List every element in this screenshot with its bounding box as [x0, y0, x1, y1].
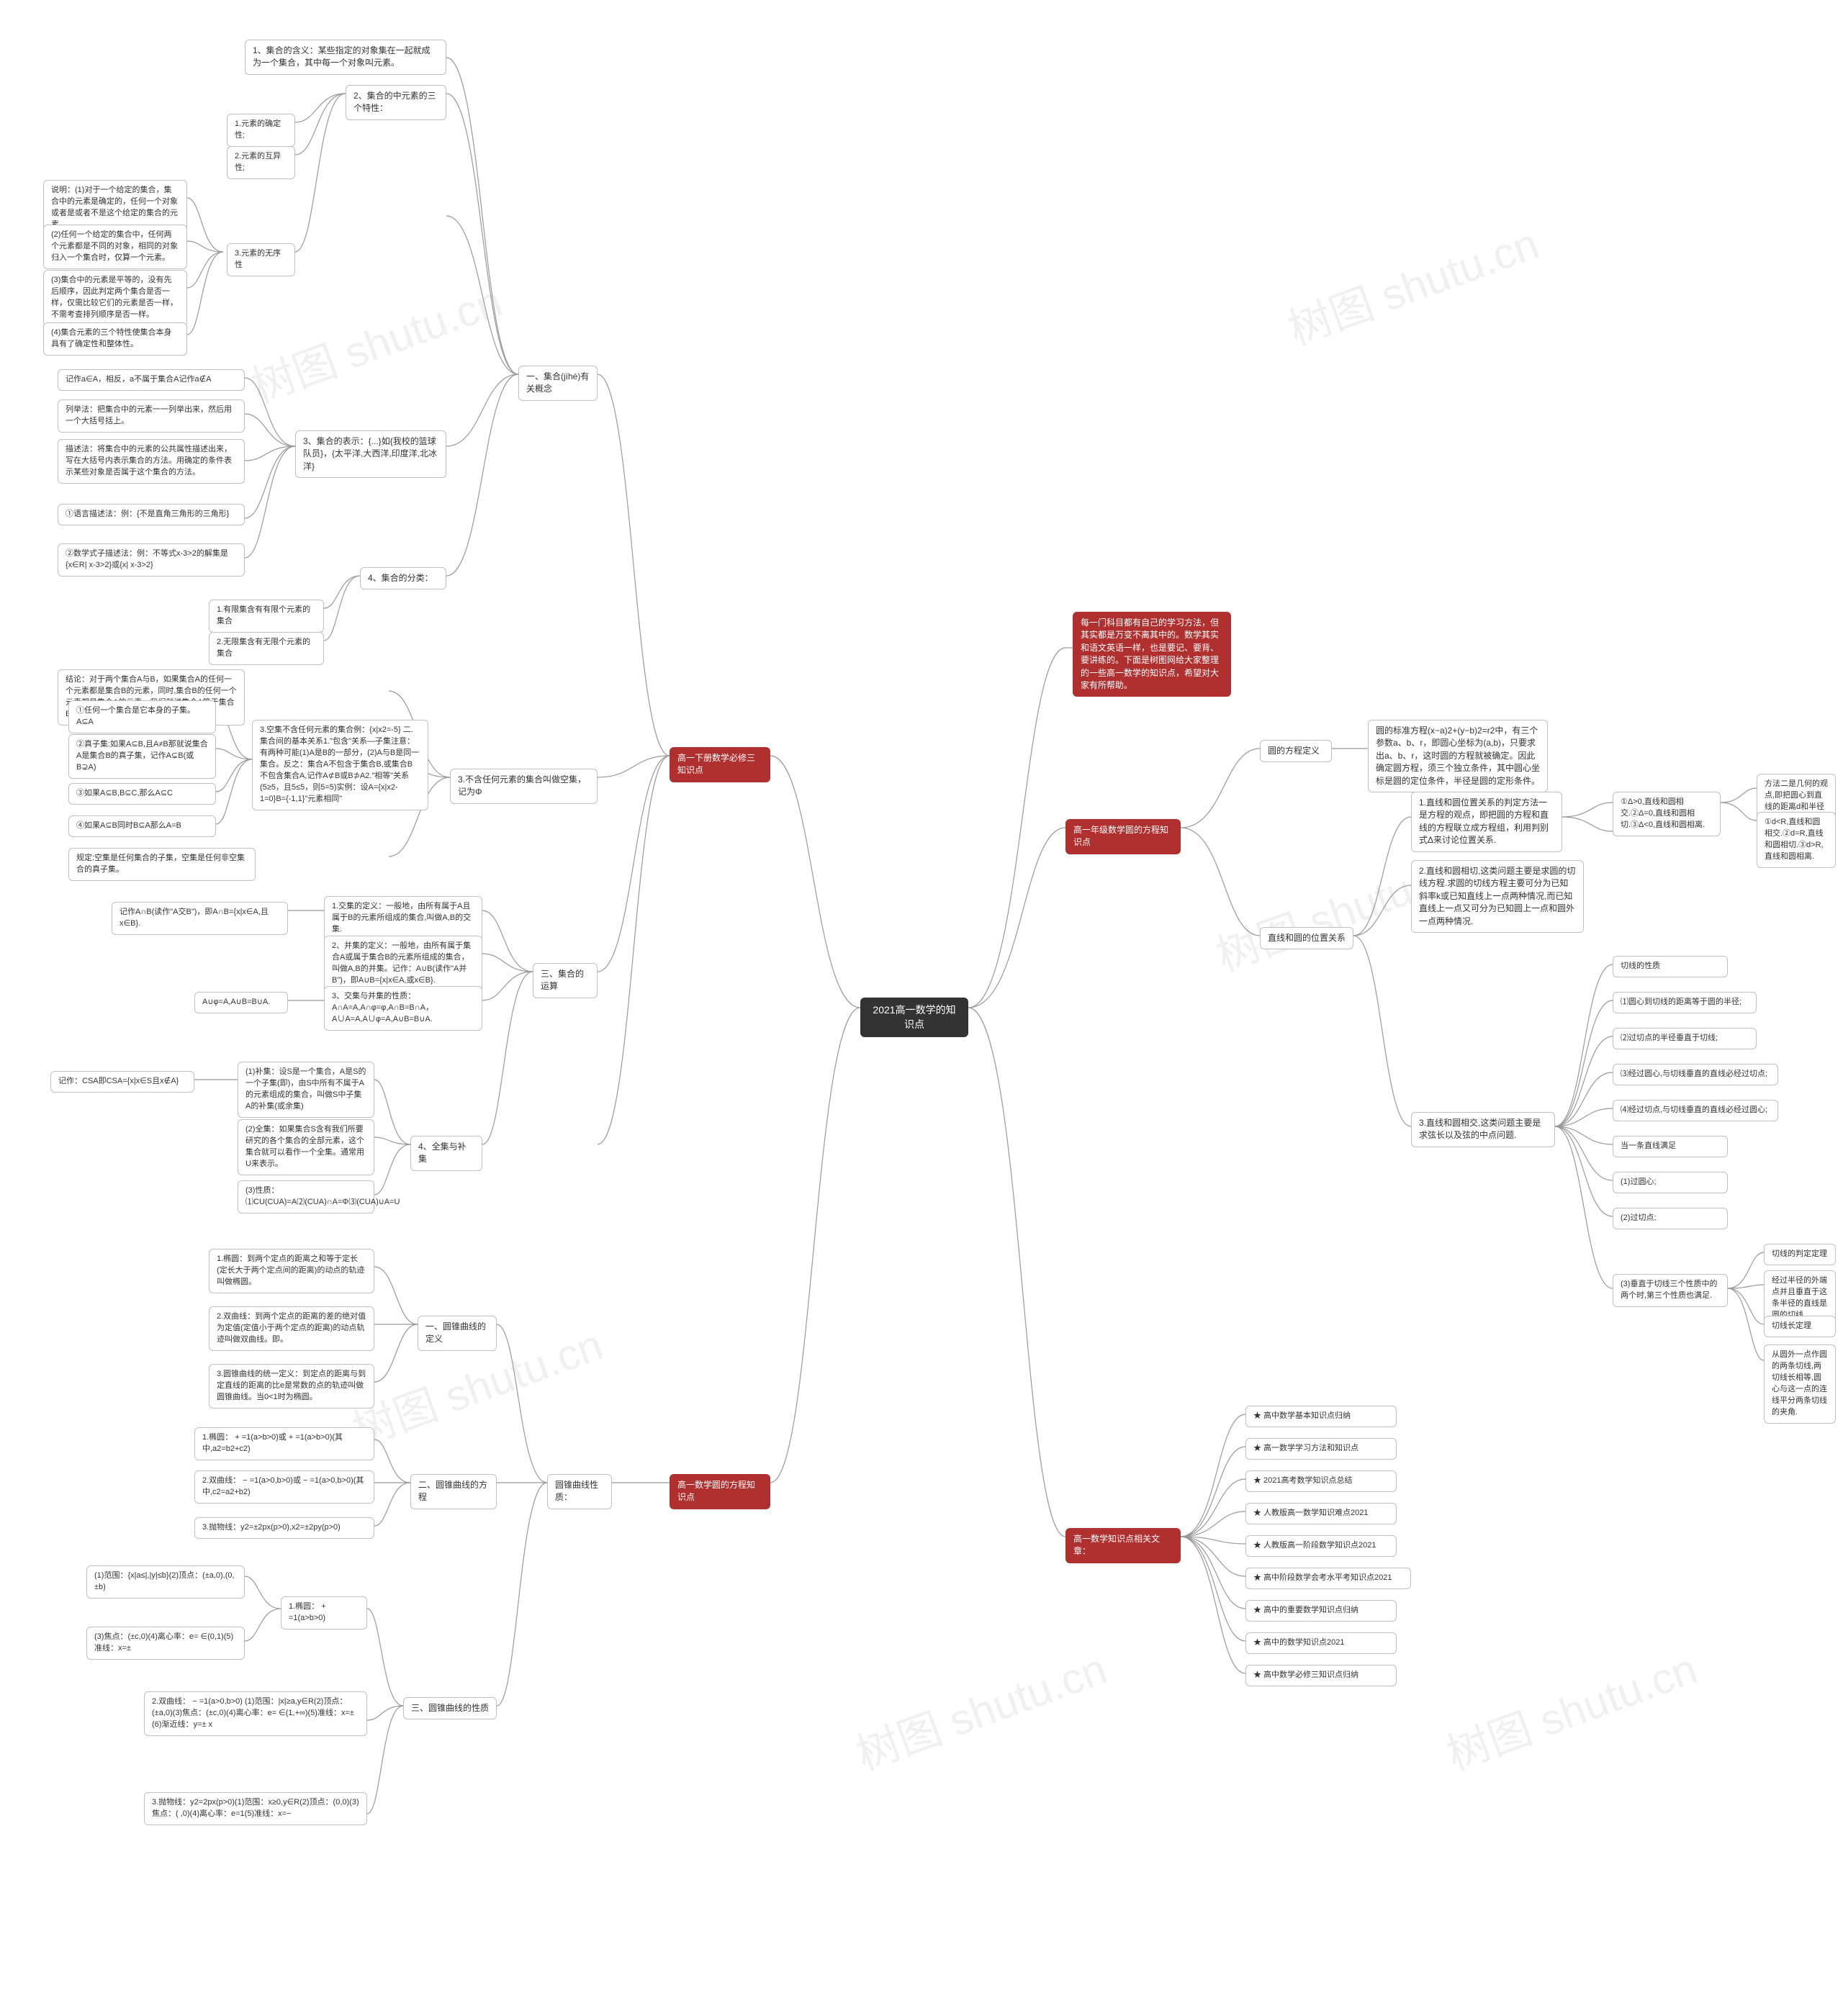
- circle-def-title: 圆的方程定义: [1260, 740, 1332, 762]
- curve-c2: 2.双曲线： − =1(a>0,b>0) (1)范围：|x|≥a,y∈R(2)顶…: [144, 1691, 367, 1736]
- related-1: ★ 高中数学基本知识点归纳: [1245, 1406, 1397, 1427]
- set-a4b: 2.无限集含有无限个元素的集合: [209, 632, 324, 665]
- set-a2a: 1.元素的确定性;: [227, 114, 295, 147]
- rel-item-1c: ①d<R,直线和圆相交.②d=R,直线和圆相切.③d>R,直线和圆相离.: [1757, 812, 1836, 868]
- related-4: ★ 人教版高一数学知识难点2021: [1245, 1503, 1397, 1524]
- curve-L2-b: 二、圆锥曲线的方程: [410, 1474, 497, 1509]
- curve-c1c: (3)焦点：(±c,0)(4)离心率：e= ∈(0,1)(5)准线：x=±: [86, 1627, 245, 1660]
- section-set: 高一下册数学必修三知识点: [670, 747, 770, 782]
- set-c3: 3、交集与并集的性质：A∩A=A,A∩φ=φ,A∩B=B∩A，A∪A=A,A∪φ…: [324, 986, 482, 1031]
- set-a1: 1、集合的含义：某些指定的对象集在一起就成为一个集合，其中每一个对象叫元素。: [245, 40, 446, 75]
- curve-b2: 2.双曲线： − =1(a>0,b>0)或 − =1(a>0,b>0)(其中,c…: [194, 1470, 374, 1504]
- set-L2-c: 三、集合的运算: [533, 963, 598, 998]
- curve-a2: 2.双曲线：到两个定点的距离的差的绝对值为定值(定值小于两个定点的距离)的动点轨…: [209, 1306, 374, 1351]
- rel3-e: ⑷经过切点,与切线垂直的直线必经过圆心;: [1613, 1100, 1778, 1121]
- rel-item-2: 2.直线和圆相切,这类问题主要是求圆的切线方程.求圆的切线方程主要可分为已知斜率…: [1411, 860, 1584, 933]
- section-curve: 高一数学圆的方程知识点: [670, 1474, 770, 1509]
- related-8: ★ 高中的数学知识点2021: [1245, 1632, 1397, 1654]
- related-5: ★ 人教版高一阶段数学知识点2021: [1245, 1535, 1397, 1557]
- set-a2c4: (4)集合元素的三个特性使集合本身具有了确定性和整体性。: [43, 322, 187, 356]
- curve-c1b: 1.椭圆： + =1(a>b>0): [281, 1596, 367, 1629]
- curve-a3: 3.圆锥曲线的统一定义：到定点的距离与到定直线的距离的比e是常数的点的轨迹叫做圆…: [209, 1364, 374, 1409]
- watermark: 树图 shutu.cn: [1437, 1634, 1704, 1782]
- curve-L2-c: 三、圆锥曲线的性质: [403, 1697, 497, 1719]
- set-c3-note: A∪φ=A,A∪B=B∪A.: [194, 992, 288, 1013]
- circle-rel-title: 直线和圆的位置关系: [1260, 927, 1353, 949]
- rel3-d: ⑶经过圆心,与切线垂直的直线必经过切点;: [1613, 1064, 1778, 1085]
- rel3-f: 当一条直线满足: [1613, 1136, 1728, 1157]
- set-c4-title: 4、全集与补集: [410, 1136, 482, 1171]
- set-c4a: (1)补集：设S是一个集合，A是S的一个子集(即)，由S中所有不属于A的元素组成…: [238, 1062, 374, 1118]
- circle-def-body: 圆的标准方程(x−a)2+(y−b)2=r2中，有三个参数a、b、r，即圆心坐标…: [1368, 720, 1548, 792]
- intro-node: 每一门科目都有自己的学习方法，但其实都是万变不离其中的。数学其实和语文英语一样，…: [1073, 612, 1231, 697]
- curve-c3: 3.抛物线：y2=2px(p>0)(1)范围：x≥0,y∈R(2)顶点：(0,0…: [144, 1792, 367, 1825]
- set-a3e: ②数学式子描述法：例：不等式x-3>2的解集是{x∈R| x-3>2}或{x| …: [58, 543, 245, 577]
- curve-L2-a: 一、圆锥曲线的定义: [418, 1316, 497, 1351]
- related-2: ★ 高一数学学习方法和知识点: [1245, 1438, 1397, 1460]
- curve-b1: 1.椭圆： + =1(a>b>0)或 + =1(a>b>0)(其中,a2=b2+…: [194, 1427, 374, 1460]
- set-b2c: ③如果A⊆B,B⊆C,那么A⊆C: [68, 783, 216, 805]
- set-a3d: ①语言描述法：例：{不是直角三角形的三角形}: [58, 504, 245, 525]
- set-c1-note: 记作A∩B(读作"A交B")，即A∩B={x|x∈A,且x∈B}.: [112, 902, 288, 935]
- set-a2b: 2.元素的互异性;: [227, 146, 295, 179]
- set-c4b: (2)全集：如果集合S含有我们所要研究的各个集合的全部元素，这个集合就可以看作一…: [238, 1119, 374, 1175]
- rel3-i-title: (3)垂直于切线三个性质中的两个时,第三个性质也满足.: [1613, 1274, 1728, 1307]
- set-L2-a: 一、集合(jíhé)有关概念: [518, 366, 598, 401]
- set-b2b: ②真子集:如果A⊆B,且A≠B那就说集合A是集合B的真子集，记作A⊊B(或B⊋A…: [68, 734, 216, 779]
- related-9: ★ 高中数学必修三知识点归纳: [1245, 1665, 1397, 1686]
- curve-props-title: 圆锥曲线性质：: [547, 1474, 612, 1509]
- rel3-c: ⑵过切点的半径垂直于切线;: [1613, 1028, 1757, 1049]
- set-a3b: 列举法：把集合中的元素一一列举出来，然后用一个大括号括上。: [58, 399, 245, 433]
- set-b3: 规定:空集是任何集合的子集，空集是任何非空集合的真子集。: [68, 848, 256, 881]
- set-L2-b: 3.不含任何元素的集合叫做空集，记为Φ: [450, 769, 598, 804]
- rel-item-1a: ①Δ>0,直线和圆相交.②Δ=0,直线和圆相切.③Δ<0,直线和圆相离.: [1613, 792, 1721, 836]
- curve-a1: 1.椭圆：到两个定点的距离之和等于定长(定长大于两个定点间的距离)的动点的轨迹叫…: [209, 1249, 374, 1293]
- related-6: ★ 高中阶段数学会考水平考知识点2021: [1245, 1568, 1411, 1589]
- rel3-b: ⑴圆心到切线的距离等于圆的半径;: [1613, 992, 1757, 1013]
- rel-item-3: 3.直线和圆相交,这类问题主要是求弦长以及弦的中点问题.: [1411, 1112, 1555, 1147]
- rel3-h: (2)过切点;: [1613, 1208, 1728, 1229]
- set-c4c: (3)性质：⑴CU(CUA)=A⑵(CUA)∩A=Φ⑶(CUA)∪A=U: [238, 1180, 374, 1213]
- set-c1: 1.交集的定义：一般地，由所有属于A且属于B的元素所组成的集合,叫做A,B的交集…: [324, 896, 482, 941]
- set-a2: 2、集合的中元素的三个特性：: [346, 85, 446, 120]
- root-node: 2021高一数学的知识点: [860, 998, 968, 1037]
- set-a3c: 描述法：将集合中的元素的公共属性描述出来，写在大括号内表示集合的方法。用确定的条…: [58, 439, 245, 484]
- watermark: 树图 shutu.cn: [1279, 209, 1546, 357]
- rel3-i4: 从圆外一点作圆的两条切线,两切线长相等,圆心与这一点的连线平分两条切线的夹角.: [1764, 1344, 1836, 1424]
- related-7: ★ 高中的重要数学知识点归纳: [1245, 1600, 1397, 1622]
- set-a3a: 记作a∈A，相反，a不属于集合A记作a∉A: [58, 369, 245, 391]
- curve-b3: 3.抛物线：y2=±2px(p>0),x2=±2py(p>0): [194, 1517, 374, 1539]
- section-related: 高一数学知识点相关文章：: [1065, 1528, 1181, 1563]
- set-b2d: ④如果A⊆B同时B⊆A那么A=B: [68, 815, 216, 837]
- set-b2a: ①任何一个集合是它本身的子集。A⊆A: [68, 700, 216, 733]
- rel3-a: 切线的性质: [1613, 956, 1728, 977]
- mindmap-canvas: 树图 shutu.cn 树图 shutu.cn 树图 shutu.cn 树图 s…: [0, 0, 1843, 2016]
- rel3-i3: 切线长定理: [1764, 1316, 1836, 1337]
- set-b2-intro: 3.空集不含任何元素的集合例：{x|x2=-5} 二.集合间的基本关系1."包含…: [252, 720, 428, 810]
- rel3-i1: 切线的判定定理: [1764, 1244, 1836, 1265]
- related-3: ★ 2021高考数学知识点总结: [1245, 1470, 1397, 1492]
- set-a4: 4、集合的分类：: [360, 567, 446, 589]
- set-a3: 3、集合的表示：{...}如{我校的篮球队员}，{太平洋,大西洋,印度洋,北冰洋…: [295, 430, 446, 478]
- curve-c1a: (1)范围：{x|a≤|,|y|≤b}(2)顶点：(±a,0),(0,±b): [86, 1565, 245, 1599]
- set-a2c2: (2)任何一个给定的集合中，任何两个元素都是不同的对象，相同的对象归入一个集合时…: [43, 225, 187, 269]
- set-a2c3: (3)集合中的元素是平等的，没有先后顺序，因此判定两个集合是否一样，仅需比较它们…: [43, 270, 187, 326]
- set-a4a: 1.有限集含有有限个元素的集合: [209, 600, 324, 633]
- watermark: 树图 shutu.cn: [847, 1634, 1114, 1782]
- section-circle: 高一年级数学圆的方程知识点: [1065, 819, 1181, 854]
- rel3-g: (1)过圆心;: [1613, 1172, 1728, 1193]
- rel-item-1: 1.直线和圆位置关系的判定方法一是方程的观点，即把圆的方程和直线的方程联立成方程…: [1411, 792, 1562, 852]
- set-c4a-note: 记作：CSA即CSA={x|x∈S且x∉A}: [50, 1071, 194, 1093]
- set-a2c: 3.元素的无序性: [227, 243, 295, 276]
- watermark: 树图 shutu.cn: [242, 266, 509, 415]
- set-c2: 2、并集的定义：一般地，由所有属于集合A或属于集合B的元素所组成的集合，叫做A,…: [324, 936, 482, 992]
